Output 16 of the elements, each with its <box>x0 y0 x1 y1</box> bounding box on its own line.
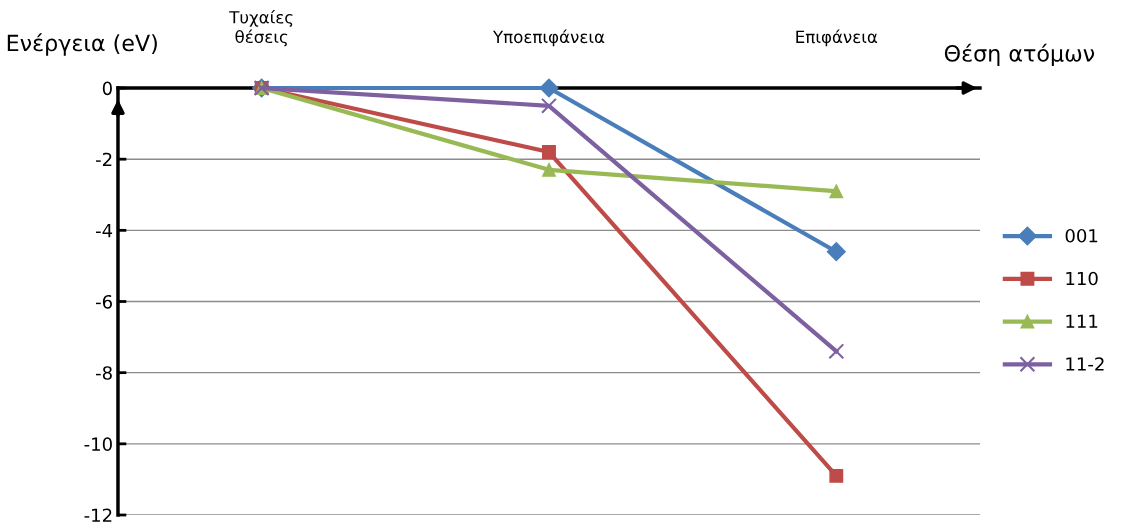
y-tick-label: -10 <box>84 437 112 451</box>
x-tick-label: Υποεπιφάνεια <box>492 29 605 47</box>
y-tick-label: 0 <box>102 81 112 96</box>
legend-label: 11-2 <box>1066 357 1104 371</box>
legend-label: 111 <box>1066 314 1098 328</box>
y-tick-label: -8 <box>96 366 112 380</box>
x-tick-label: Τυχαίες θέσεις <box>229 10 293 47</box>
x-tick-label: Επιφάνεια <box>796 29 878 47</box>
y-tick-label: -12 <box>84 508 112 522</box>
x-axis-title: Θέση ατόμων <box>944 43 1095 67</box>
legend-label: 110 <box>1066 271 1098 286</box>
y-axis-title: Ενέργεια (eV) <box>7 33 157 56</box>
y-tick-label: -6 <box>96 294 112 309</box>
y-tick-label: -4 <box>96 224 113 238</box>
legend-label: 001 <box>1065 228 1098 243</box>
y-tick-label: -2 <box>96 152 112 167</box>
